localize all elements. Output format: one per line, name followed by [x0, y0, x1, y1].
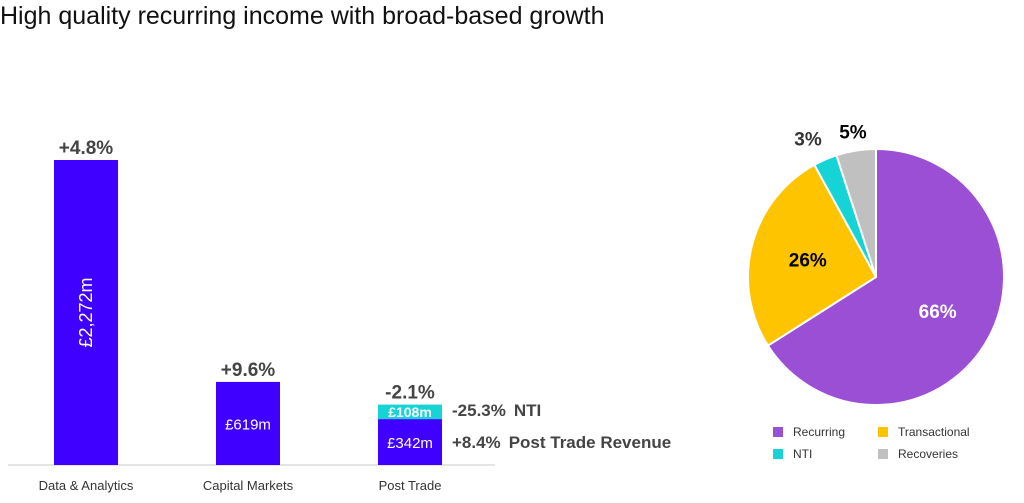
pie-label-recoveries: 5%: [839, 123, 867, 144]
bar-chart: £2,272m +4.8% Data & Analytics £619m +9.6% Ca…: [8, 138, 671, 493]
legend-swatch-nti: [773, 449, 783, 459]
x-tick-label: Capital Markets: [203, 478, 294, 493]
pie-slice-recoveries: [835, 147, 877, 278]
pie-label-transactional: 26%: [789, 250, 827, 271]
legend-swatch-recurring: [773, 427, 783, 437]
pie-label-nti: 3%: [794, 129, 822, 150]
data-label-value: £619m: [225, 416, 271, 433]
bar-data-analytics: [54, 160, 118, 465]
growth-label: +4.8%: [59, 138, 114, 159]
data-label-value: £2,272m: [76, 277, 96, 347]
legend-label-nti: NTI: [793, 447, 812, 461]
data-label-value: £342m: [387, 435, 433, 452]
page-title: High quality recurring income with broad…: [0, 2, 605, 30]
bar-capital-markets: [216, 381, 280, 465]
legend-label-recoveries: Recoveries: [898, 447, 958, 461]
pie-slice-recurring: [766, 147, 1005, 406]
pie-label-recurring: 66%: [919, 302, 957, 323]
annotation-nti: -25.3% NTI: [452, 401, 541, 420]
bar-post-trade: [378, 419, 442, 465]
legend-swatch-transactional: [878, 427, 888, 437]
growth-label: -2.1%: [385, 383, 435, 404]
data-label-nti: £108m: [388, 404, 432, 420]
x-tick-label: Data & Analytics: [39, 478, 134, 493]
pie-slice-nti: [812, 154, 877, 278]
legend-label-transactional: Transactional: [898, 425, 970, 439]
x-tick-label: Post Trade: [379, 478, 442, 493]
growth-label: +9.6%: [221, 360, 276, 381]
pie-slice-transactional: [747, 163, 878, 347]
bar-segment-nti: [378, 404, 442, 420]
legend-swatch-recoveries: [878, 449, 888, 459]
annotation-post-trade-revenue: +8.4% Post Trade Revenue: [452, 433, 671, 452]
legend-label-recurring: Recurring: [793, 425, 845, 439]
